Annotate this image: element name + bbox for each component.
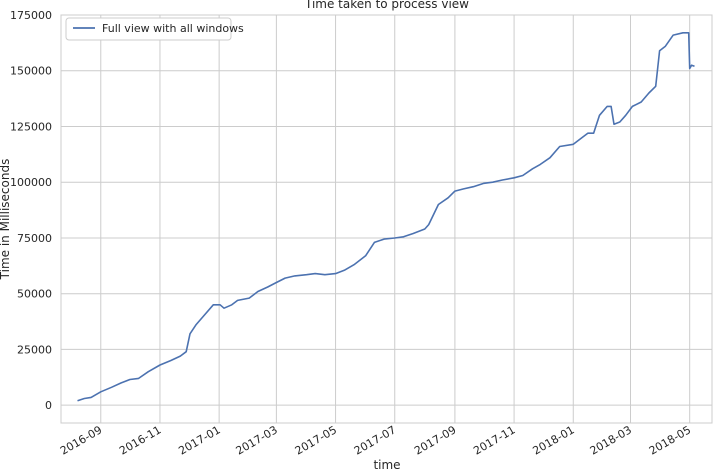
y-tick-label: 175000: [10, 9, 52, 22]
legend-box: [65, 17, 232, 41]
chart-title: Time taken to process view: [304, 0, 469, 11]
series-line-0: [77, 31, 695, 402]
y-tick-label: 100000: [10, 176, 52, 189]
y-tick-label: 0: [45, 399, 52, 412]
plot-frame: [60, 14, 713, 424]
y-tick-label: 50000: [17, 288, 52, 301]
y-axis-label: Time in Milliseconds: [0, 159, 12, 281]
x-gridlines: [100, 15, 691, 423]
y-tick-label: 125000: [10, 120, 52, 133]
y-tick-label: 75000: [17, 232, 52, 245]
legend-entry-label: Full view with all windows: [102, 22, 244, 35]
x-axis-label: time: [373, 458, 400, 471]
legend: Full view with all windows: [65, 17, 244, 41]
y-tick-labels: 0 25000 50000 75000 100000 125000 150000 175000: [10, 9, 52, 412]
y-tick-label: 150000: [10, 65, 52, 78]
y-tick-label: 25000: [17, 343, 52, 356]
series-layer: [77, 31, 695, 402]
